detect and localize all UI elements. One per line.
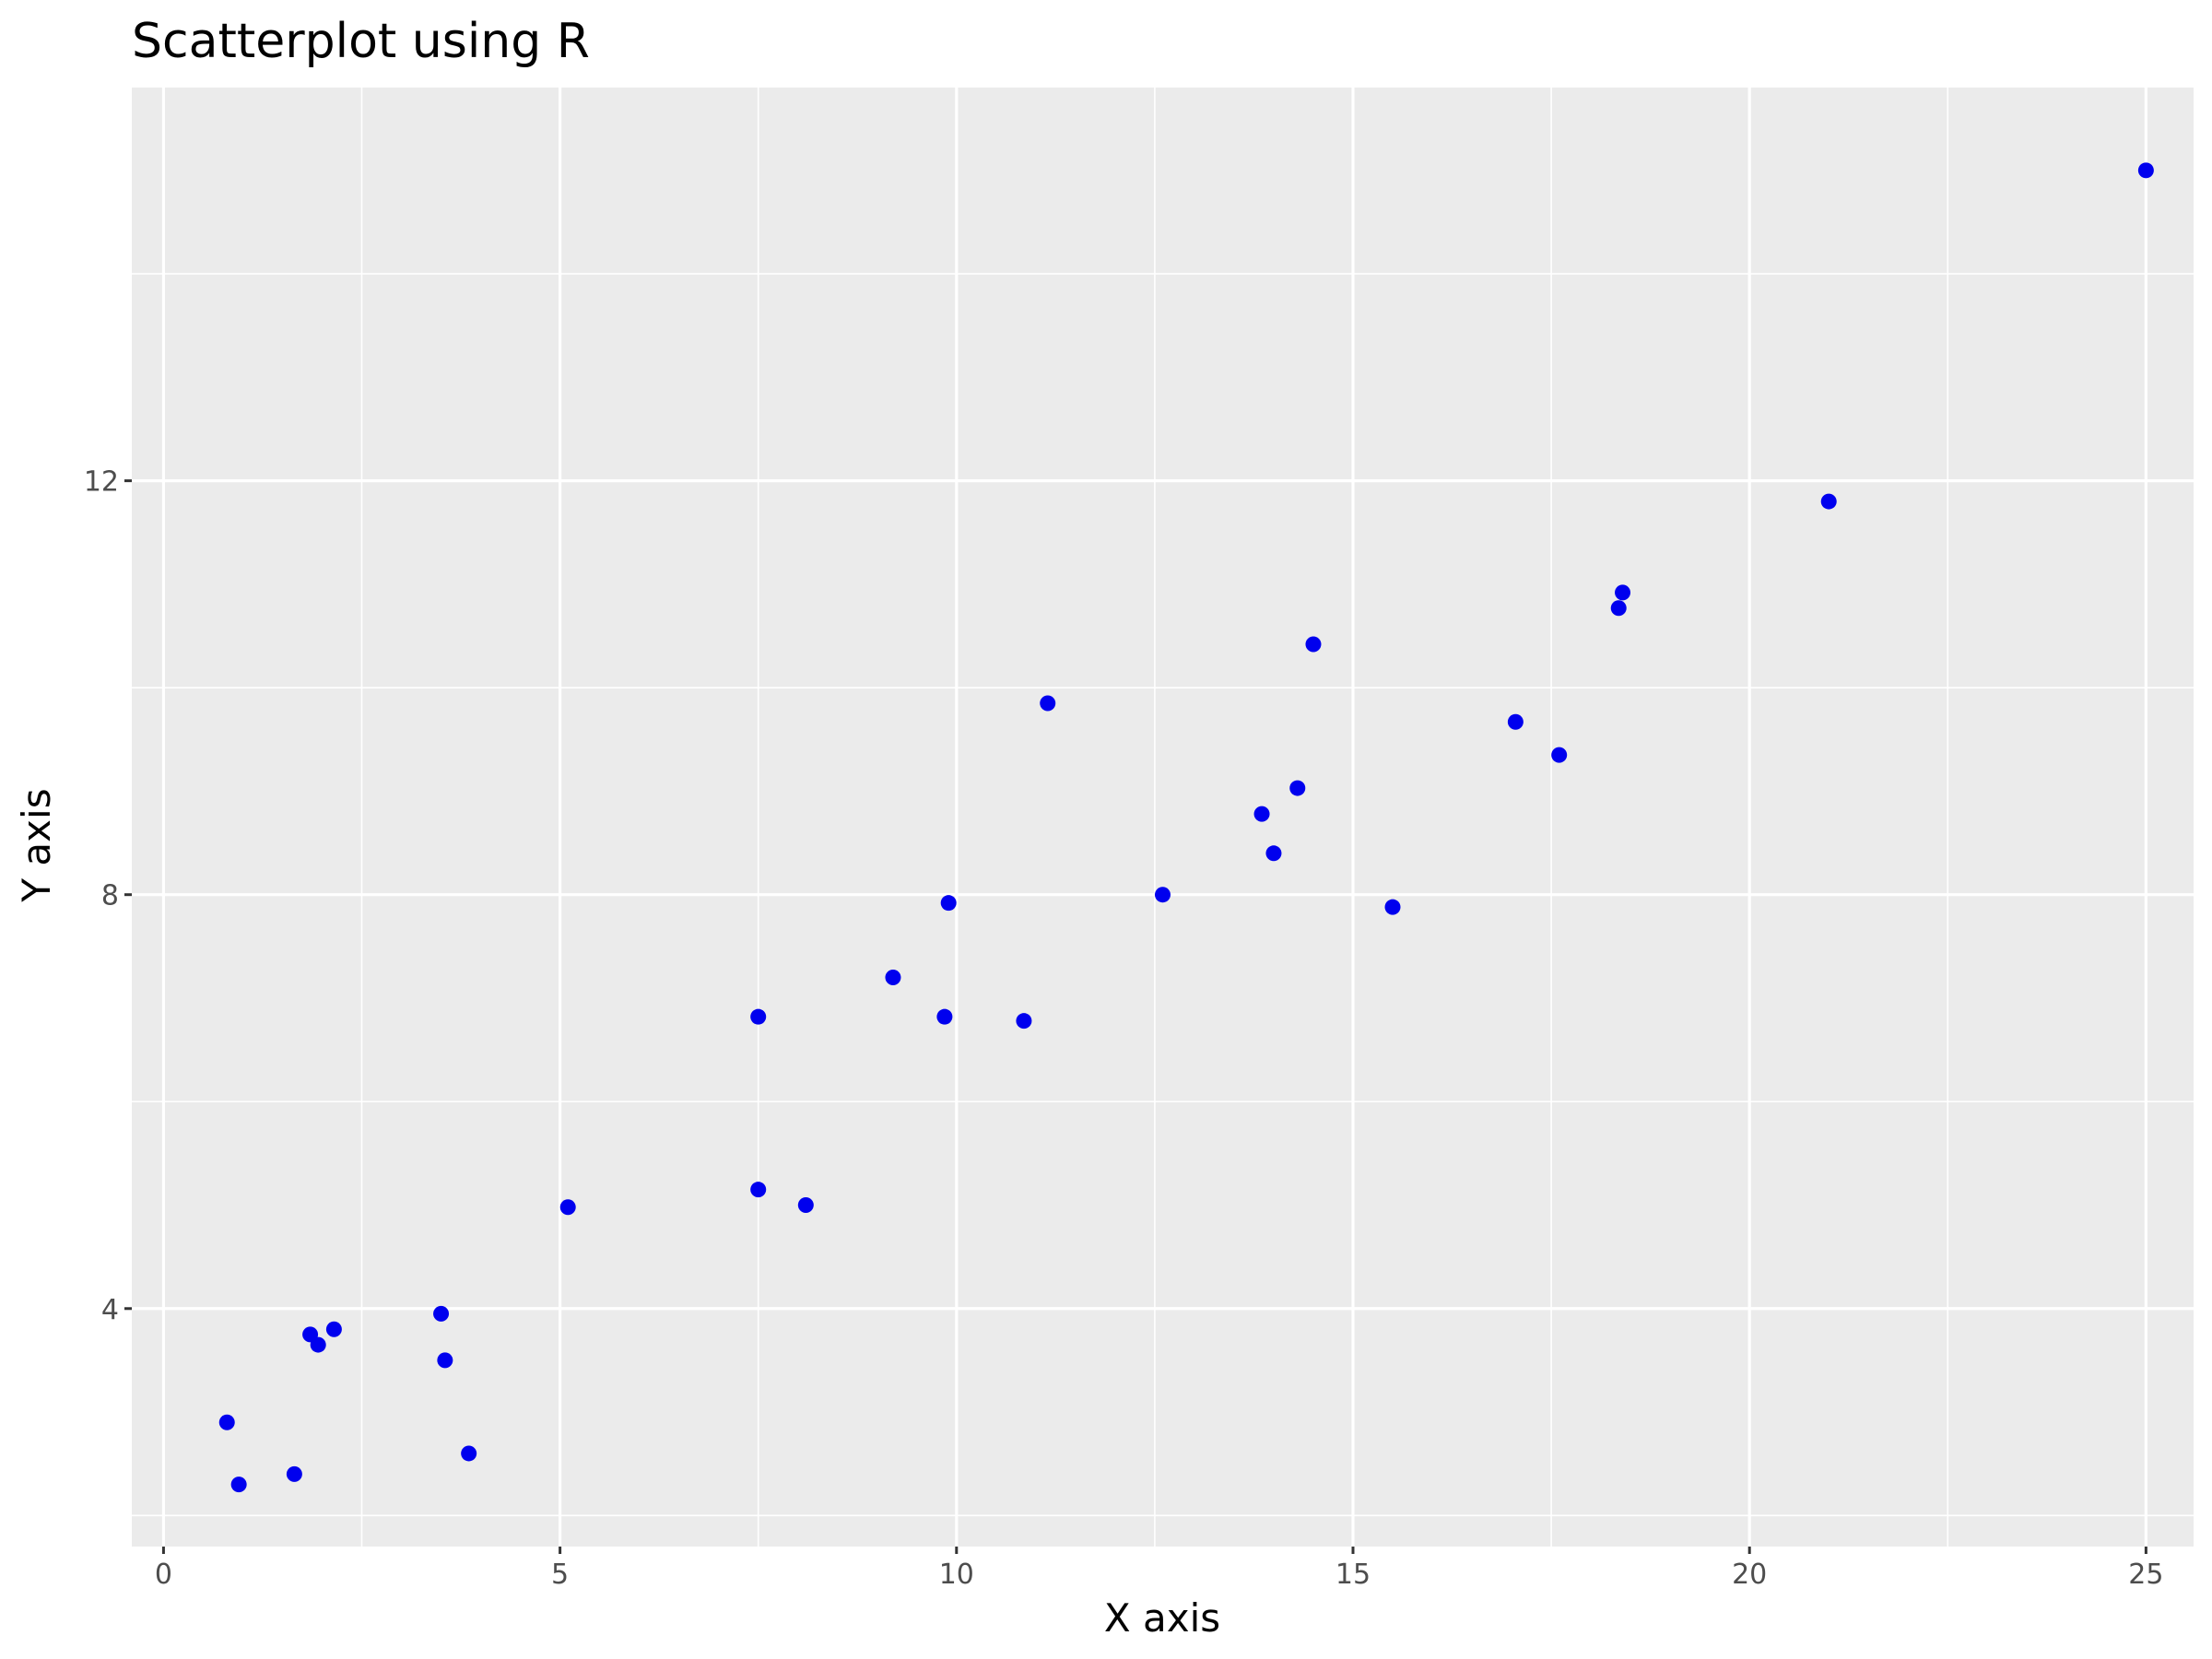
data-point <box>1507 713 1524 730</box>
data-point <box>1253 806 1270 822</box>
x-axis-title: X axis <box>1104 1595 1220 1641</box>
data-point <box>218 1414 235 1430</box>
data-point <box>797 1197 814 1214</box>
data-points <box>218 162 2154 1493</box>
x-tick-label: 0 <box>155 1559 172 1591</box>
data-point <box>940 895 957 912</box>
data-point <box>1384 899 1401 915</box>
data-point <box>750 1182 767 1198</box>
chart-title: Scatterplot using R <box>132 14 590 69</box>
data-point <box>2137 162 2154 179</box>
y-tick-label: 8 <box>101 880 119 912</box>
data-point <box>750 1008 767 1025</box>
data-point <box>1610 600 1627 617</box>
y-tick-label: 4 <box>101 1294 119 1326</box>
data-point <box>559 1199 576 1216</box>
data-point <box>1155 887 1171 903</box>
data-point <box>461 1445 477 1462</box>
data-point <box>433 1305 450 1322</box>
x-tick-label: 20 <box>1732 1559 1767 1591</box>
y-axis-title: Y axis <box>14 788 59 902</box>
x-tick-label: 10 <box>939 1559 974 1591</box>
y-tick-label: 12 <box>84 466 119 499</box>
data-point <box>1551 747 1568 763</box>
x-tick-label: 15 <box>1335 1559 1371 1591</box>
data-point <box>1265 845 1282 862</box>
data-point <box>230 1477 247 1493</box>
data-point <box>936 1008 953 1025</box>
data-point <box>437 1352 453 1369</box>
data-point <box>885 970 901 986</box>
x-tick-label: 25 <box>2128 1559 2163 1591</box>
data-point <box>325 1321 342 1337</box>
data-point <box>286 1465 302 1482</box>
data-point <box>1820 493 1837 510</box>
data-point <box>1040 695 1056 712</box>
data-point <box>1305 636 1322 653</box>
x-axis: 0 5 10 15 20 25 <box>155 1547 2163 1591</box>
minor-gridlines <box>132 88 2194 1547</box>
x-tick-label: 5 <box>551 1559 569 1591</box>
data-point <box>1016 1013 1032 1030</box>
data-point <box>1289 780 1306 796</box>
data-point <box>1615 584 1631 601</box>
plot-panel <box>132 88 2194 1547</box>
data-point <box>310 1336 326 1353</box>
y-axis: 4 8 12 <box>84 466 132 1326</box>
